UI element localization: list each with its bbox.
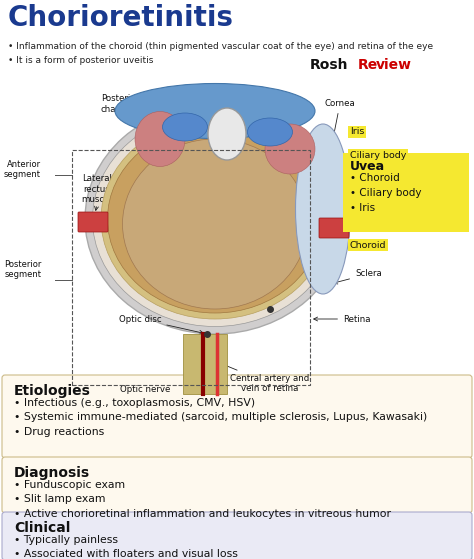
Text: Posterior
segment: Posterior segment	[4, 260, 41, 280]
Text: Optic disc: Optic disc	[118, 315, 203, 334]
Ellipse shape	[92, 111, 337, 326]
FancyBboxPatch shape	[319, 218, 349, 238]
Text: Ciliary body: Ciliary body	[350, 150, 406, 159]
Text: Rosh: Rosh	[310, 58, 348, 72]
Ellipse shape	[208, 108, 246, 160]
FancyBboxPatch shape	[78, 212, 108, 232]
Text: • Inflammation of the choroid (thin pigmented vascular coat of the eye) and reti: • Inflammation of the choroid (thin pigm…	[8, 42, 433, 51]
Text: Macula: Macula	[245, 274, 275, 305]
Text: Retina: Retina	[314, 315, 371, 324]
Ellipse shape	[108, 125, 322, 313]
Ellipse shape	[247, 118, 292, 146]
Text: • Funduscopic exam
• Slit lamp exam
• Active chorioretinal inflammation and leuk: • Funduscopic exam • Slit lamp exam • Ac…	[14, 480, 391, 519]
Text: Posterior
chamber: Posterior chamber	[101, 94, 172, 132]
FancyBboxPatch shape	[2, 512, 472, 559]
Text: Anterior
segment: Anterior segment	[4, 160, 41, 179]
Text: Sclera: Sclera	[334, 269, 382, 284]
Text: • It is a form of posterior uveitis: • It is a form of posterior uveitis	[8, 56, 154, 65]
Bar	[72, 150, 310, 385]
Text: Lateral
rectus
muscle: Lateral rectus muscle	[82, 174, 112, 204]
Ellipse shape	[85, 104, 345, 334]
Text: Uvea: Uvea	[350, 160, 385, 173]
Ellipse shape	[101, 119, 329, 319]
Ellipse shape	[163, 113, 208, 141]
Ellipse shape	[295, 124, 350, 294]
Text: Diagnosis: Diagnosis	[14, 466, 90, 480]
Text: Choroid: Choroid	[350, 240, 386, 249]
Ellipse shape	[135, 111, 185, 167]
Text: • Infectious (e.g., toxoplasmosis, CMV, HSV)
• Systemic immune-mediated (sarcoid: • Infectious (e.g., toxoplasmosis, CMV, …	[14, 398, 427, 437]
Ellipse shape	[265, 124, 315, 174]
Ellipse shape	[115, 83, 315, 139]
FancyBboxPatch shape	[183, 334, 227, 394]
Text: Anterior chamber: Anterior chamber	[147, 93, 223, 105]
Ellipse shape	[122, 139, 308, 309]
Text: Etiologies: Etiologies	[14, 384, 91, 398]
Text: • Choroid
• Ciliary body
• Iris: • Choroid • Ciliary body • Iris	[350, 173, 421, 212]
Text: Central artery and
vein of retina: Central artery and vein of retina	[213, 360, 310, 394]
Text: Clinical: Clinical	[14, 521, 70, 535]
Text: Lens: Lens	[175, 84, 224, 117]
FancyBboxPatch shape	[343, 153, 469, 232]
Text: view: view	[376, 58, 412, 72]
FancyBboxPatch shape	[2, 457, 472, 513]
Text: Vitreous humor: Vitreous humor	[175, 234, 255, 244]
Text: Iris: Iris	[350, 127, 365, 136]
Text: • Typically painless
• Associated with floaters and visual loss
• Redness of the: • Typically painless • Associated with f…	[14, 535, 238, 559]
FancyBboxPatch shape	[2, 375, 472, 458]
Text: Cornea: Cornea	[323, 99, 356, 186]
Text: Optic nerve: Optic nerve	[120, 385, 170, 394]
Text: Re: Re	[358, 58, 378, 72]
Text: Chorioretinitis: Chorioretinitis	[8, 4, 234, 32]
